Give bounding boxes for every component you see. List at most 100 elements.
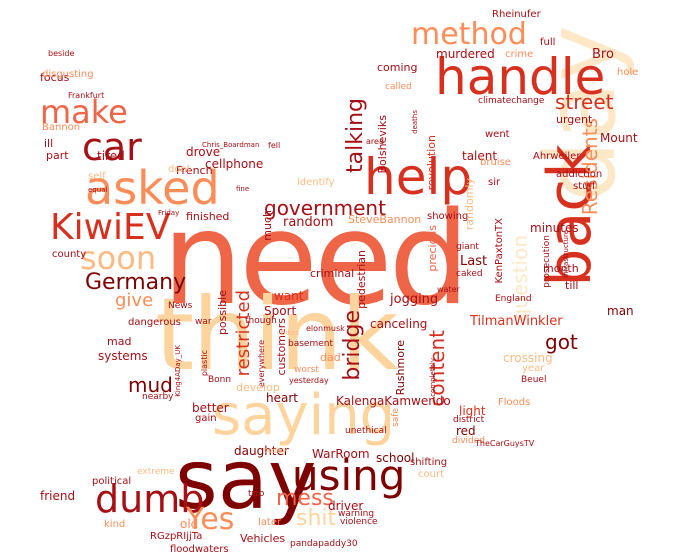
word-Rheinufer: Rheinufer <box>492 9 541 20</box>
word-want: want <box>274 289 304 303</box>
word-WarRoom: WarRoom <box>312 447 370 461</box>
word-daughter: daughter <box>234 444 289 458</box>
word-school: school <box>376 451 415 465</box>
word-Vehicles: Vehicles <box>240 532 286 545</box>
word-court: court <box>418 469 444 480</box>
word-randomly: randomly <box>463 178 476 231</box>
word-bikes: bikes <box>281 329 300 337</box>
word-develop: develop <box>236 381 280 394</box>
word-pandapaddy30: pandapaddy30 <box>290 539 358 549</box>
word-divided: divided <box>452 436 486 446</box>
word-saying: saying <box>212 383 396 448</box>
word-systems: systems <box>98 349 148 363</box>
word-went: went <box>485 129 510 140</box>
word-precious: precious <box>426 225 439 272</box>
word-possible: possible <box>216 290 229 336</box>
word-question: question <box>508 235 532 322</box>
word-Bro: Bro <box>592 47 614 62</box>
word-Ahrweiler: Ahrweiler <box>533 151 581 162</box>
word-hole: hole <box>617 67 639 78</box>
word-better: better <box>192 401 229 415</box>
word-addiction: addiction <box>556 169 603 180</box>
word-extreme: extreme <box>137 467 175 477</box>
word-murdered: murdered <box>436 47 495 61</box>
word-Mount: Mount <box>600 131 638 145</box>
word-water: water <box>437 285 460 294</box>
word-though: though <box>245 316 277 326</box>
word-criminal: criminal <box>310 267 355 280</box>
word-equal: equal <box>88 186 108 194</box>
word-RGzpRIjjTa: RGzpRIjjTa <box>150 531 203 542</box>
word-political: political <box>92 476 132 487</box>
word-giant: giant <box>456 242 479 252</box>
word-shifting: shifting <box>410 457 448 468</box>
word-ill: ill <box>44 137 54 150</box>
word-pedestrian: pedestrian <box>355 250 368 309</box>
word-Germany: Germany <box>85 270 187 295</box>
word-Chris_Boardman: Chris_Boardman <box>202 141 260 149</box>
word-two: two <box>248 489 265 499</box>
word-KenPaxtonTX: KenPaxtonTX <box>494 218 505 284</box>
word-TheCarGuysTV: TheCarGuysTV <box>475 439 535 448</box>
word-man: man <box>607 304 634 318</box>
word-dad: dad <box>320 351 341 364</box>
word-tired: tired <box>97 149 125 163</box>
word-county: county <box>52 249 87 260</box>
word-bruise: bruise <box>480 157 511 168</box>
word-dumb: dumb <box>95 477 205 521</box>
word-street: street <box>555 90 614 114</box>
word-later: later <box>258 517 282 528</box>
word-mess: mess <box>276 486 334 511</box>
word-Residents: Residents <box>578 118 602 216</box>
word-crime: crime <box>505 49 534 60</box>
word-random: random <box>283 215 334 230</box>
word-much: much <box>261 210 274 241</box>
word-King4ADay_UK: King4ADay_UK <box>174 345 182 397</box>
word-fine: fine <box>236 185 250 193</box>
word-plastic: plastic <box>200 350 209 377</box>
word-customers: customers <box>275 318 288 376</box>
word-identify: identify <box>297 177 335 188</box>
word-area: area <box>366 137 384 146</box>
word-Bannon: Bannon <box>42 122 81 133</box>
word-mud: mud <box>128 373 173 397</box>
word-using: using <box>292 451 406 500</box>
word-warning: warning <box>338 509 375 519</box>
word-part: part <box>46 149 69 162</box>
word-car: car <box>82 125 142 169</box>
word-method: method <box>411 17 527 52</box>
word-help: help <box>364 148 473 206</box>
word-old: old <box>180 517 199 531</box>
word-give: give <box>115 290 154 311</box>
word-coming: coming <box>377 61 418 74</box>
word-friend: friend <box>40 489 76 503</box>
word-stuff: stuff <box>573 181 596 192</box>
word-asked: asked <box>85 161 220 215</box>
word-minutes: minutes <box>530 221 579 235</box>
word-infrastructure: infrastructure <box>562 230 570 278</box>
word-SteveBannon: SteveBannon <box>348 213 422 226</box>
word-Beuel: Beuel <box>521 375 547 385</box>
word-gain: gain <box>195 413 217 424</box>
word-climatechange: climatechange <box>478 96 545 106</box>
word-completely: completely <box>429 358 437 397</box>
word-bridge: bridge <box>340 310 365 381</box>
word-News: News <box>168 301 193 311</box>
word-TilmanWinkler: TilmanWinkler <box>470 314 563 329</box>
word-soon: soon <box>80 239 157 277</box>
word-KiwiEV: KiwiEV <box>50 207 171 248</box>
word-Frankfurt: Frankfurt <box>68 91 105 100</box>
word-England: England <box>495 294 532 304</box>
word-Rushmore: Rushmore <box>394 340 407 396</box>
word-revolution: revolution <box>425 135 438 191</box>
word-driver: driver <box>328 499 364 513</box>
word-war: war <box>195 317 212 327</box>
word-Floods: Floods <box>498 397 531 408</box>
word-focus: focus <box>40 71 70 84</box>
word-called: called <box>385 82 412 92</box>
word-talent: talent <box>462 149 498 163</box>
word-month: month <box>543 262 579 275</box>
word-Sport: Sport <box>264 304 297 318</box>
word-mad: mad <box>107 335 132 348</box>
word-handle: handle <box>435 48 606 106</box>
